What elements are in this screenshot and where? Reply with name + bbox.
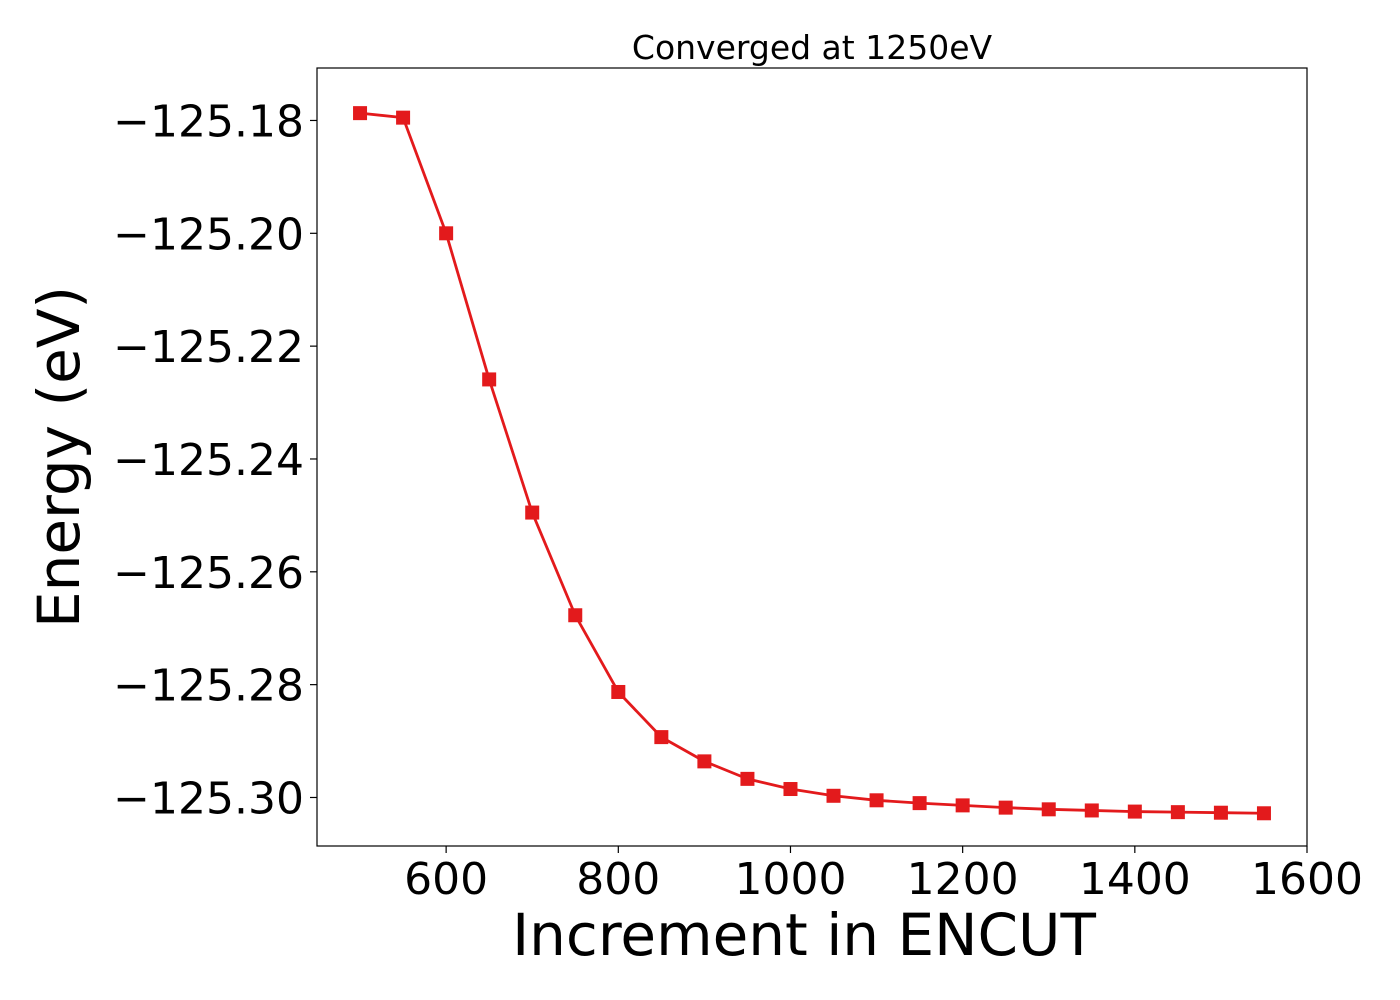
data-point-marker — [783, 782, 798, 797]
y-tick-label: −125.28 — [113, 661, 304, 712]
data-point-marker — [826, 788, 841, 803]
data-point-marker — [869, 793, 884, 808]
series-layer — [353, 106, 1271, 821]
data-point-marker — [611, 684, 626, 699]
data-point-marker — [955, 798, 970, 813]
data-point-marker — [1127, 804, 1142, 819]
data-point-marker — [912, 796, 927, 811]
x-tick-label: 1400 — [1079, 854, 1191, 905]
chart-title: Converged at 1250eV — [632, 28, 993, 67]
x-tick-label: 600 — [404, 854, 488, 905]
data-point-marker — [740, 771, 755, 786]
y-tick-label: −125.26 — [113, 548, 304, 599]
x-tick-label: 1600 — [1251, 854, 1363, 905]
y-tick-label: −125.20 — [113, 209, 304, 260]
x-axis-label: Increment in ENCUT — [512, 901, 1096, 969]
data-point-marker — [439, 226, 454, 241]
x-tick-label: 1000 — [734, 854, 846, 905]
y-tick-label: −125.18 — [113, 96, 304, 147]
data-point-marker — [654, 730, 669, 745]
data-point-marker — [1256, 806, 1271, 821]
data-point-marker — [1084, 803, 1099, 818]
data-point-marker — [353, 106, 368, 121]
data-point-marker — [568, 608, 583, 623]
series-line — [359, 111, 1264, 815]
data-point-marker — [1213, 805, 1228, 820]
data-point-marker — [697, 754, 712, 769]
y-axis-ticks: −125.18 −125.20 −125.22 −125.24 −125.26 −125.… — [113, 96, 317, 824]
data-point-marker — [396, 110, 411, 125]
data-point-marker — [1170, 805, 1185, 820]
data-point-marker — [525, 505, 540, 520]
y-tick-label: −125.22 — [113, 322, 304, 373]
y-tick-label: −125.24 — [113, 435, 304, 486]
data-point-marker — [482, 372, 497, 387]
x-tick-label: 800 — [576, 854, 660, 905]
plot-area-frame — [316, 67, 1308, 847]
y-tick-label: −125.30 — [113, 773, 304, 824]
data-point-marker — [1041, 802, 1056, 817]
data-point-marker — [998, 800, 1013, 815]
x-axis-ticks: 600 800 1000 1200 1400 1600 — [404, 846, 1363, 905]
y-axis-label: Energy (eV) — [25, 286, 93, 628]
x-tick-label: 1200 — [907, 854, 1019, 905]
